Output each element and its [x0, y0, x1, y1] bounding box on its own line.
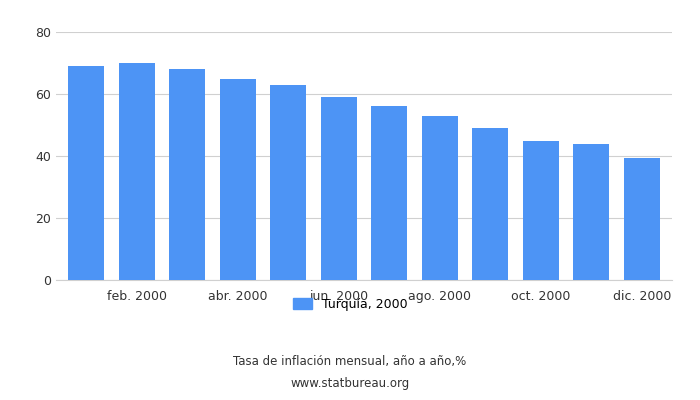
Bar — [270, 85, 307, 280]
Bar — [321, 97, 357, 280]
Bar — [169, 69, 206, 280]
Bar — [472, 128, 508, 280]
Text: www.statbureau.org: www.statbureau.org — [290, 378, 410, 390]
Bar — [371, 106, 407, 280]
Bar — [522, 140, 559, 280]
Bar — [573, 144, 610, 280]
Bar — [624, 158, 660, 280]
Bar — [421, 116, 458, 280]
Bar — [118, 63, 155, 280]
Bar — [68, 66, 104, 280]
Text: Tasa de inflación mensual, año a año,%: Tasa de inflación mensual, año a año,% — [233, 356, 467, 368]
Bar — [220, 78, 256, 280]
Legend: Turquía, 2000: Turquía, 2000 — [288, 293, 412, 316]
